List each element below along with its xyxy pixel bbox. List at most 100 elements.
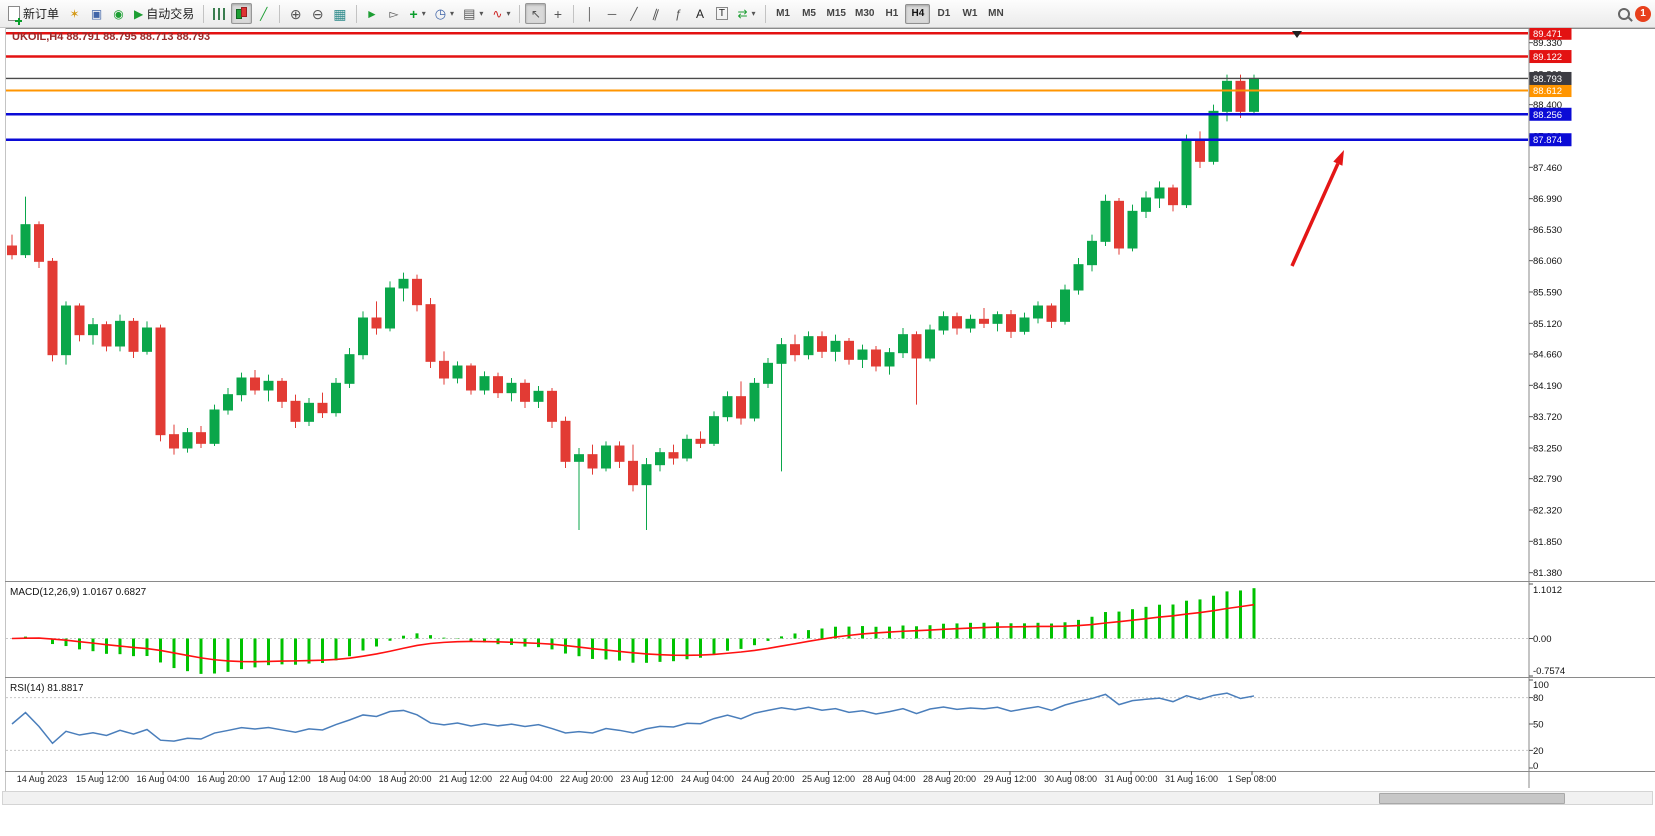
text-tool-button[interactable]: A: [689, 3, 710, 24]
auto-trading-label: 自动交易: [146, 7, 195, 21]
candle: [749, 378, 760, 422]
timeframe-m1[interactable]: M1: [771, 4, 796, 24]
new-order-button[interactable]: 新订单: [4, 3, 63, 25]
text-label-tool-icon: T: [715, 7, 728, 20]
candle-body: [736, 396, 746, 419]
time-label: 29 Aug 12:00: [983, 774, 1036, 784]
candle-body: [128, 320, 139, 352]
template-icon: ▤: [463, 6, 476, 21]
periods-button[interactable]: ◷ ▾: [431, 3, 458, 24]
chart-shift-button[interactable]: ▻: [384, 3, 405, 24]
candle: [412, 274, 422, 312]
indicators-button[interactable]: ∿ ▾: [488, 3, 514, 24]
candle: [520, 379, 530, 408]
timeframe-mn[interactable]: MN: [983, 4, 1008, 24]
templates-button[interactable]: ▤ ▾: [459, 3, 487, 24]
time-label: 28 Aug 04:00: [862, 774, 915, 784]
mql-wizard-button[interactable]: ✶: [64, 3, 85, 24]
candle-body: [1114, 200, 1124, 249]
channel-tool-button[interactable]: ∥: [645, 3, 666, 24]
price-axis-label: 82.320: [1533, 506, 1562, 517]
candle: [1006, 310, 1016, 338]
macd-panel: MACD(12,26,9) 1.0167 0.6827 1.1012 0.00 -0.…: [6, 583, 1565, 677]
zoom-out-button[interactable]: ⊖: [307, 3, 328, 24]
sound-alert-button[interactable]: ◉: [108, 3, 129, 24]
candle: [1154, 181, 1165, 208]
candle: [277, 378, 287, 408]
tile-windows-icon: ▦: [333, 5, 347, 22]
cursor-tool-button[interactable]: ↖: [525, 3, 547, 24]
time-axis[interactable]: 14 Aug 2023 15 Aug 12:00 16 Aug 04:00 16 Au…: [17, 771, 1277, 784]
auto-trading-button[interactable]: ▶ 自动交易: [130, 3, 198, 24]
timeframe-m30[interactable]: M30: [851, 4, 878, 24]
crosshair-tool-button[interactable]: +: [547, 3, 568, 24]
horizontal-line-tool-button[interactable]: ─: [601, 3, 622, 24]
candle: [938, 311, 949, 335]
candle: [236, 372, 247, 402]
new-chart-button[interactable]: + ▾: [406, 3, 430, 24]
timeframe-h1[interactable]: H1: [879, 4, 904, 24]
chart-shift-marker[interactable]: [1292, 31, 1302, 38]
candle: [1249, 74, 1259, 115]
candle-body: [398, 278, 409, 289]
candle-body: [857, 349, 868, 360]
toolbar-separator: [355, 4, 357, 23]
candle: [736, 381, 746, 425]
price-badge: 89.471: [1529, 26, 1572, 40]
timeframe-m5[interactable]: M5: [797, 4, 822, 24]
line-chart-icon: ╱: [260, 6, 268, 21]
chart-profile-button[interactable]: ▣: [86, 3, 107, 24]
candlestick-mode-button[interactable]: [231, 3, 253, 24]
macd-axis-label: 0.00: [1533, 634, 1552, 645]
candle: [452, 361, 463, 384]
candle-body: [1100, 200, 1111, 242]
candle: [628, 444, 638, 492]
arrows-tool-button[interactable]: ⇄ ▾: [733, 3, 759, 24]
auto-scroll-button[interactable]: ►: [362, 3, 383, 24]
autotrade-icon: ▶: [134, 6, 144, 21]
vertical-line-tool-button[interactable]: │: [579, 3, 600, 24]
price-axis-label: 82.790: [1533, 474, 1562, 485]
notification-badge[interactable]: 1: [1635, 5, 1651, 22]
text-label-tool-button[interactable]: T: [711, 3, 732, 24]
candle: [560, 416, 571, 468]
candle: [695, 431, 706, 448]
candle-body: [182, 432, 193, 449]
candle: [263, 374, 274, 402]
candle: [493, 372, 503, 398]
candle: [830, 334, 841, 362]
timeframe-d1[interactable]: D1: [931, 4, 956, 24]
macd-axis-label: 1.1012: [1533, 585, 1562, 596]
scrollbar-thumb[interactable]: [1379, 793, 1565, 804]
bar-chart-mode-button[interactable]: [209, 3, 230, 24]
candle: [169, 424, 179, 455]
search-icon: [1617, 7, 1630, 20]
price-axis-label: 81.850: [1533, 537, 1562, 548]
fibonacci-tool-button[interactable]: ƒ: [667, 3, 688, 24]
candle-body: [1235, 80, 1246, 112]
candle-body: [655, 452, 665, 466]
timeframe-h4[interactable]: H4: [905, 3, 931, 24]
search-button[interactable]: [1613, 3, 1634, 24]
timeframe-m15[interactable]: M15: [823, 4, 850, 24]
clock-icon: ◷: [434, 6, 447, 21]
rsi-label: RSI(14) 81.8817: [10, 683, 84, 694]
channel-icon: ∥: [650, 5, 661, 22]
time-label: 31 Aug 16:00: [1165, 774, 1218, 784]
candle-body: [817, 336, 827, 352]
zoom-in-button[interactable]: ⊕: [285, 3, 306, 24]
horizontal-scrollbar[interactable]: [2, 791, 1653, 805]
candle: [1060, 284, 1070, 325]
time-label: 30 Aug 08:00: [1044, 774, 1097, 784]
macd-axis-label: -0.7574: [1533, 666, 1565, 677]
vertical-line-icon: │: [586, 6, 594, 21]
candle-body: [263, 380, 274, 391]
text-tool-icon: A: [695, 6, 704, 21]
trendline-tool-button[interactable]: ╱: [623, 3, 644, 24]
timeframe-w1[interactable]: W1: [957, 4, 982, 24]
tile-windows-button[interactable]: ▦: [329, 3, 350, 24]
line-chart-mode-button[interactable]: ╱: [253, 3, 274, 24]
trend-arrow[interactable]: [1290, 150, 1344, 267]
toolbar-separator: [519, 4, 521, 23]
